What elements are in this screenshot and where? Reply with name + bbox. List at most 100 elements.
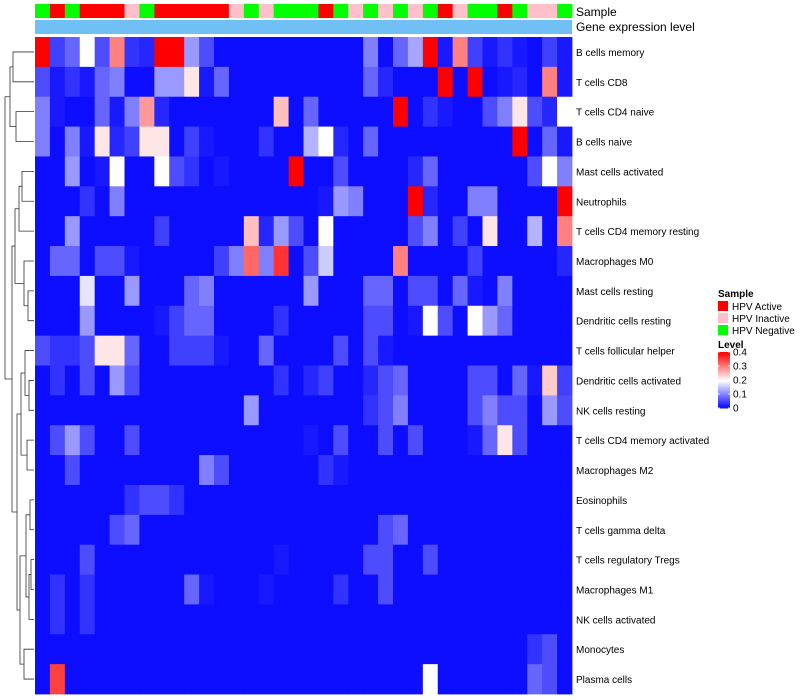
heatmap-cell <box>154 604 170 635</box>
heatmap-cell <box>407 305 424 337</box>
heatmap-cell <box>273 66 289 98</box>
heatmap-cell <box>467 425 483 456</box>
heatmap-cell <box>228 37 245 68</box>
heatmap-cell <box>94 664 110 695</box>
heatmap-cell <box>64 126 81 157</box>
heatmap-cell <box>303 37 319 68</box>
heatmap-cell <box>199 246 215 277</box>
heatmap-cell <box>542 604 558 635</box>
heatmap-cell <box>49 544 66 575</box>
heatmap-cell <box>79 246 96 277</box>
heatmap-cell <box>557 156 573 187</box>
heatmap-cell <box>557 216 573 247</box>
heatmap-cell <box>557 275 573 307</box>
heatmap-cell <box>407 634 424 665</box>
heatmap-cell <box>407 216 424 247</box>
heatmap-cell <box>288 425 304 456</box>
heatmap-cell <box>512 126 528 157</box>
heatmap-cell <box>497 96 513 127</box>
heatmap-cell <box>557 365 573 396</box>
heatmap-cell <box>124 455 140 486</box>
heatmap-cell <box>109 37 125 68</box>
heatmap-cell <box>139 604 155 635</box>
heatmap-cell <box>497 514 513 546</box>
heatmap-cell <box>273 275 289 307</box>
heatmap-cell <box>288 275 304 307</box>
heatmap-cell <box>542 66 558 98</box>
heatmap-cell <box>318 425 334 456</box>
heatmap-cell <box>94 275 110 307</box>
level-legend-gradient-step <box>718 389 730 392</box>
sample-legend-label: HPV Inactive <box>732 314 790 325</box>
heatmap-cell <box>422 365 439 396</box>
heatmap-cell <box>124 156 140 187</box>
heatmap-cell <box>139 425 155 456</box>
heatmap-cell <box>79 455 96 486</box>
heatmap-cell <box>333 634 349 665</box>
heatmap-cell <box>393 574 409 605</box>
row-label: T cells CD4 memory resting <box>576 227 699 238</box>
level-legend-gradient-step <box>718 391 730 394</box>
heatmap-cell <box>243 604 260 635</box>
level-legend-tick-label: 0.1 <box>733 390 747 401</box>
heatmap-cell <box>318 365 334 396</box>
heatmap-cell <box>378 395 394 426</box>
heatmap-cell <box>363 664 379 695</box>
heatmap-cell <box>452 66 468 98</box>
heatmap-cell <box>35 604 51 635</box>
heatmap-cell <box>527 425 543 456</box>
heatmap-cell <box>542 664 558 695</box>
heatmap-cell <box>49 216 66 247</box>
heatmap-cell <box>348 37 364 68</box>
dendrogram-branch <box>23 260 34 307</box>
heatmap-cell <box>154 216 170 247</box>
heatmap-cell <box>333 156 349 187</box>
heatmap-cell <box>154 37 170 68</box>
heatmap-cell <box>184 604 200 635</box>
level-legend-gradient-step <box>718 373 730 375</box>
heatmap-cell <box>154 275 170 307</box>
heatmap-cell <box>497 425 513 456</box>
level-legend-gradient-step <box>718 396 730 399</box>
heatmap-cell <box>243 395 260 426</box>
heatmap-cell <box>497 126 513 157</box>
heatmap-cell <box>288 335 304 366</box>
heatmap-cell <box>109 664 125 695</box>
heatmap-cell <box>363 425 379 456</box>
heatmap-cell <box>228 305 245 337</box>
heatmap-cell <box>288 96 304 127</box>
heatmap-cell <box>527 395 543 426</box>
heatmap-cell <box>199 186 215 217</box>
level-legend-tick-label: 0.4 <box>733 348 747 359</box>
heatmap-cell <box>35 66 51 98</box>
heatmap-cell <box>527 604 543 635</box>
sample-annotation-cell <box>512 4 528 18</box>
heatmap-cell <box>49 275 66 307</box>
heatmap-cell <box>482 664 498 695</box>
heatmap-cell <box>557 455 573 486</box>
sample-legend-swatch <box>718 313 728 323</box>
heatmap-cell <box>49 37 66 68</box>
heatmap-cell <box>467 574 483 605</box>
heatmap-cell <box>139 634 155 665</box>
heatmap-cell <box>437 126 454 157</box>
heatmap-cell <box>527 186 543 217</box>
heatmap-cell <box>35 275 51 307</box>
heatmap-cell <box>422 216 439 247</box>
sample-annotation-cell <box>109 4 125 18</box>
heatmap-cell <box>512 365 528 396</box>
heatmap-cell <box>318 544 334 575</box>
heatmap-cell <box>348 365 364 396</box>
heatmap-cell <box>79 275 96 307</box>
heatmap-cell <box>64 514 81 546</box>
heatmap-cell <box>482 425 498 456</box>
heatmap-cell <box>393 664 409 695</box>
heatmap-cell <box>109 305 125 337</box>
heatmap-cell <box>497 246 513 277</box>
heatmap-cell <box>393 126 409 157</box>
heatmap-cell <box>303 186 319 217</box>
level-legend: Level 0 0.1 0.2 0.3 0.4 <box>718 340 747 415</box>
dendrogram-branch <box>11 245 17 513</box>
heatmap-cell <box>467 216 483 247</box>
